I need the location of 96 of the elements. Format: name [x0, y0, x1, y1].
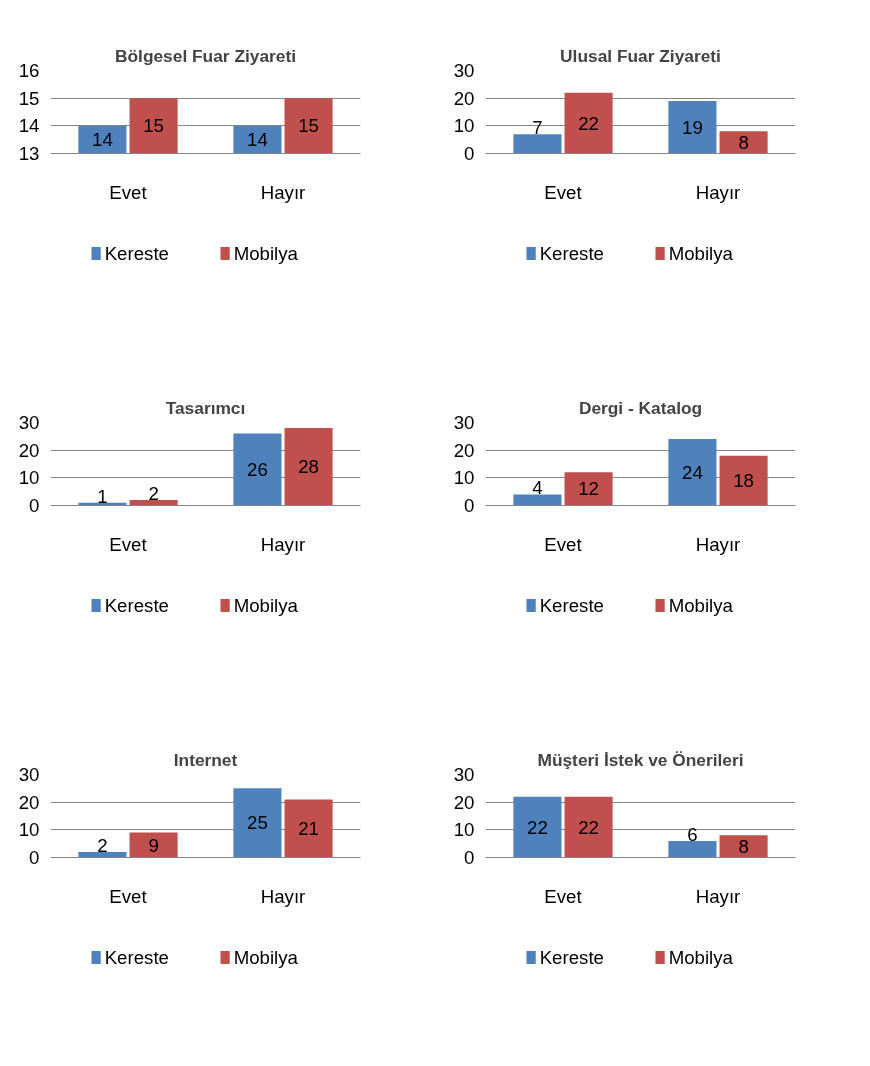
data-label: 18 [733, 470, 754, 492]
legend-label: Mobilya [233, 595, 299, 616]
legend-label: Mobilya [668, 595, 734, 616]
y-tick-label: 20 [18, 791, 40, 813]
bar [233, 788, 282, 858]
y-tick-label: 0 [464, 143, 475, 164]
y-tick-label: 20 [453, 439, 475, 461]
legend-label: Kereste [104, 947, 169, 968]
bar [284, 799, 333, 858]
data-label: 7 [532, 117, 543, 139]
x-tick-label: Evet [109, 533, 148, 555]
data-label: 2 [148, 482, 159, 504]
bar [513, 134, 562, 154]
y-tick-label: 20 [453, 791, 475, 813]
legend-label: Kereste [539, 595, 604, 616]
y-tick-label: 0 [29, 847, 40, 868]
data-label: 28 [298, 456, 319, 478]
bar [564, 92, 613, 154]
chart-title: Bölgesel Fuar Ziyareti [114, 45, 297, 66]
y-tick-label: 10 [18, 819, 40, 841]
y-tick-label: 16 [18, 60, 40, 81]
legend-label: Mobilya [668, 947, 734, 968]
data-label: 1 [97, 485, 108, 507]
data-label: 21 [298, 817, 319, 839]
x-tick-label: Evet [109, 885, 148, 907]
bar [513, 494, 562, 506]
x-tick-label: Hayır [695, 533, 741, 555]
x-tick-label: Evet [544, 181, 583, 203]
y-tick-label: 0 [29, 495, 40, 516]
y-tick-label: 20 [453, 87, 475, 109]
data-label: 26 [247, 459, 268, 481]
data-label: 15 [143, 115, 164, 137]
chart-title: Ulusal Fuar Ziyareti [560, 45, 721, 66]
data-label: 25 [247, 812, 268, 834]
data-label: 19 [682, 116, 703, 138]
x-tick-label: Hayır [695, 885, 741, 907]
chart-title: Dergi - Katalog [578, 397, 703, 418]
x-tick-label: Hayır [260, 181, 306, 203]
y-tick-label: 13 [18, 143, 40, 164]
bar [668, 439, 717, 506]
data-label: 6 [687, 823, 698, 845]
data-label: 8 [738, 131, 749, 153]
data-label: 9 [148, 834, 159, 856]
data-label: 12 [578, 478, 599, 500]
chart-title: Internet [173, 749, 238, 770]
legend-label: Mobilya [668, 243, 734, 264]
bar [564, 472, 613, 506]
chart-title: Tasarımcı [165, 397, 246, 418]
bar [719, 131, 768, 154]
x-tick-label: Evet [544, 533, 583, 555]
data-label: 14 [92, 129, 113, 151]
y-tick-label: 14 [18, 115, 40, 137]
data-label: 2 [97, 834, 108, 856]
data-label: 14 [247, 129, 268, 151]
y-tick-label: 10 [453, 115, 475, 137]
bar [233, 433, 282, 506]
legend-label: Mobilya [233, 947, 299, 968]
data-label: 22 [578, 816, 599, 838]
x-tick-label: Hayır [260, 533, 306, 555]
bar [284, 428, 333, 506]
bar [719, 455, 768, 506]
bar [668, 840, 717, 858]
y-tick-label: 20 [18, 439, 40, 461]
y-tick-label: 0 [464, 847, 475, 868]
y-tick-label: 10 [453, 819, 475, 841]
data-label: 22 [578, 112, 599, 134]
data-label: 24 [682, 461, 703, 483]
chart-title: Müşteri İstek ve Önerileri [537, 749, 744, 770]
y-tick-label: 30 [18, 764, 40, 785]
bar [78, 851, 127, 858]
legend-label: Kereste [539, 243, 604, 264]
bar [719, 835, 768, 858]
x-tick-label: Evet [544, 885, 583, 907]
bar [668, 100, 717, 154]
data-label: 4 [532, 477, 543, 499]
y-tick-label: 30 [18, 412, 40, 433]
data-label: 8 [738, 835, 749, 857]
legend-label: Kereste [539, 947, 604, 968]
bar [513, 796, 562, 858]
y-tick-label: 30 [453, 764, 475, 785]
legend-label: Kereste [104, 243, 169, 264]
y-tick-label: 10 [18, 467, 40, 489]
x-tick-label: Hayır [260, 885, 306, 907]
y-tick-label: 30 [453, 60, 475, 81]
y-tick-label: 10 [453, 467, 475, 489]
x-tick-label: Evet [109, 181, 148, 203]
y-tick-label: 15 [18, 87, 40, 109]
bar [564, 796, 613, 858]
y-tick-label: 30 [453, 412, 475, 433]
data-label: 22 [527, 816, 548, 838]
legend-label: Kereste [104, 595, 169, 616]
data-label: 15 [298, 115, 319, 137]
bar [129, 499, 178, 506]
x-tick-label: Hayır [695, 181, 741, 203]
y-tick-label: 0 [464, 495, 475, 516]
legend-label: Mobilya [233, 243, 299, 264]
